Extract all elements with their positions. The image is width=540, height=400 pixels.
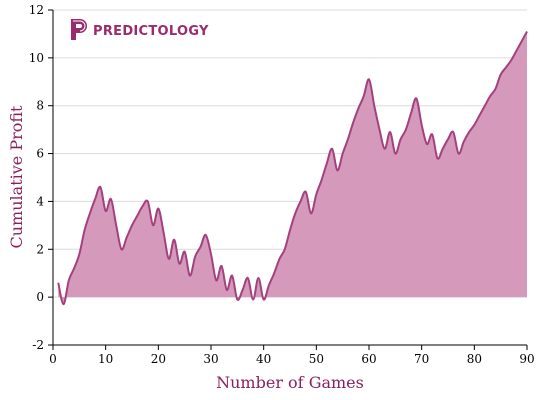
x-tick-label: 70 <box>414 352 429 366</box>
y-tick-label: 8 <box>36 99 44 113</box>
predictology-logo: PREDICTOLOGY <box>71 19 209 40</box>
y-tick-labels: -2 0 2 4 6 8 10 12 <box>29 3 45 352</box>
x-tick-label: 10 <box>98 352 113 366</box>
y-tick-label: 0 <box>36 290 44 304</box>
profit-series-line <box>57 31 528 306</box>
y-tick-label: 2 <box>36 242 44 256</box>
x-tick-label: 30 <box>203 352 218 366</box>
profit-area-fill <box>58 31 528 305</box>
x-tick-label: 80 <box>467 352 482 366</box>
y-tick-label: 10 <box>29 51 44 65</box>
x-tick-label: 20 <box>151 352 166 366</box>
logo-text: PREDICTOLOGY <box>93 24 209 39</box>
x-tick-label: 0 <box>49 352 57 366</box>
y-axis-title: Cumulative Profit <box>7 105 26 249</box>
y-tick-label: -2 <box>32 338 44 352</box>
predictology-p-icon <box>71 19 87 40</box>
x-tick-label: 60 <box>361 352 376 366</box>
x-tick-label: 90 <box>519 352 534 366</box>
x-axis-title: Number of Games <box>216 373 364 392</box>
y-tick-label: 6 <box>36 147 44 161</box>
x-tick-label: 40 <box>256 352 271 366</box>
profit-area-layer <box>57 31 528 306</box>
y-tick-label: 12 <box>29 3 44 17</box>
x-tick-labels: 0 10 20 30 40 50 60 70 80 90 <box>49 352 534 366</box>
x-tick-label: 50 <box>309 352 324 366</box>
y-tick-label: 4 <box>36 194 44 208</box>
axes <box>48 9 528 350</box>
